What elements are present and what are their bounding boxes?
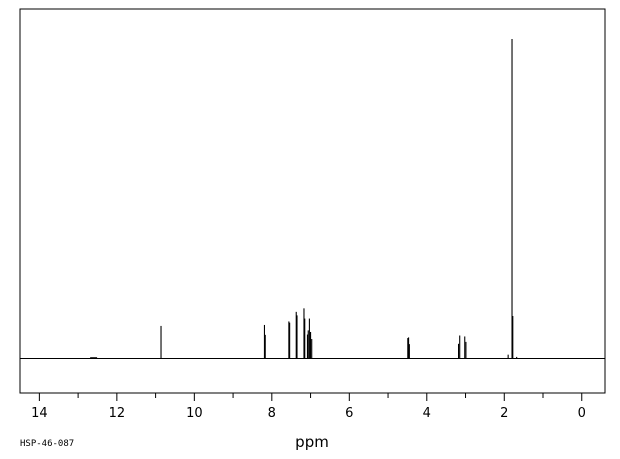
x-axis-label: ppm	[295, 433, 329, 451]
plot-frame	[19, 8, 606, 394]
x-tick-label: 0	[578, 406, 586, 421]
spectrum-hump	[90, 357, 98, 359]
x-tick-label: 4	[423, 406, 431, 421]
x-tick-label: 10	[186, 406, 203, 421]
peaks-group	[90, 39, 518, 359]
x-tick-label: 8	[268, 406, 276, 421]
x-tick-label: 12	[109, 406, 126, 421]
x-ticks-group: 14 12 10 8 6 4 2 0	[31, 393, 586, 421]
x-tick-label: 14	[31, 406, 48, 421]
x-tick-label: 6	[345, 406, 353, 421]
x-tick-label: 2	[500, 406, 508, 421]
spectrum-code-label: HSP-46-087	[20, 439, 74, 449]
